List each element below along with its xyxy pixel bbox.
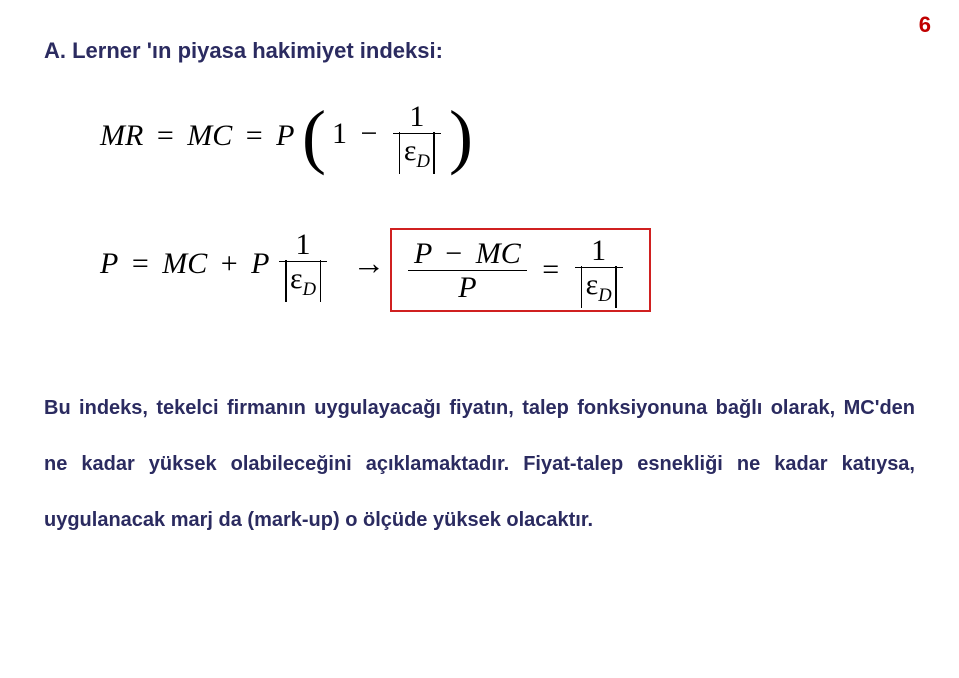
page-number: 6 <box>919 12 931 38</box>
eq2-sub: D <box>303 279 316 300</box>
eq2-equals: = <box>126 247 155 280</box>
eq3-eps: ε <box>586 268 599 301</box>
eq3-abs: εD <box>581 268 617 306</box>
page-title: A. Lerner 'ın piyasa hakimiyet indeksi: <box>44 38 443 64</box>
equation-2: P = MC + P 1 εD → <box>100 228 402 300</box>
eq1-frac-num: 1 <box>393 100 441 133</box>
eq1-equals-2: = <box>240 119 269 152</box>
equation-1: MR = MC = P ( 1 − 1 εD ) <box>100 100 473 172</box>
eq3-sub: D <box>598 285 611 306</box>
eq1-abs: εD <box>399 134 435 172</box>
eq2-abs: εD <box>285 262 321 300</box>
eq3-num-P: P <box>414 237 432 270</box>
eq3-minus: − <box>439 237 468 270</box>
eq3-equals: = <box>536 253 565 286</box>
eq2-P: P <box>100 247 118 280</box>
eq1-eps: ε <box>404 134 417 167</box>
body-paragraph: Bu indeks, tekelci firmanın uygulayacağı… <box>44 380 915 548</box>
eq3-num-MC: MC <box>476 237 521 270</box>
eq1-MR: MR <box>100 119 143 152</box>
eq3-rhs-fraction: 1 εD <box>575 234 623 306</box>
eq1-fraction: 1 εD <box>393 100 441 172</box>
eq2-eps: ε <box>290 262 303 295</box>
eq1-paren: ( 1 − 1 εD ) <box>302 100 473 172</box>
eq1-MC: MC <box>187 119 232 152</box>
eq1-minus: − <box>354 117 383 150</box>
eq2-MC: MC <box>162 247 207 280</box>
eq1-P: P <box>276 119 294 152</box>
eq2-P2: P <box>251 247 269 280</box>
eq3-frac-num: 1 <box>575 234 623 267</box>
eq2-frac-num: 1 <box>279 228 327 261</box>
equation-3: P − MC P = 1 εD <box>406 234 625 306</box>
eq1-sub: D <box>417 151 430 172</box>
eq3-lhs-fraction: P − MC P <box>408 237 527 304</box>
boxed-equation: P − MC P = 1 εD <box>390 228 651 312</box>
eq1-equals-1: = <box>151 119 180 152</box>
eq2-fraction: 1 εD <box>279 228 327 300</box>
eq1-one: 1 <box>332 117 347 150</box>
eq2-plus: + <box>215 247 244 280</box>
eq3-den-P: P <box>458 271 476 304</box>
